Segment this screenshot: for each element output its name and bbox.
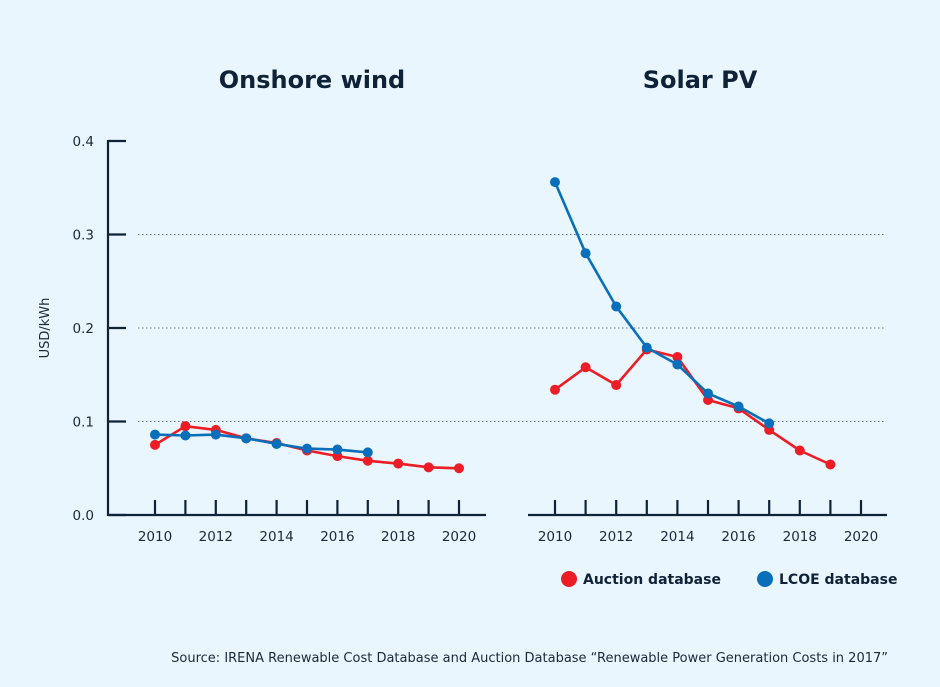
wind-lcoe-point-2015 (302, 443, 312, 454)
solar-auction-point-2011 (580, 362, 591, 373)
wind-series-line-lcoe (154, 433, 368, 454)
solar-x-tick-label-2020: 2020 (844, 529, 878, 545)
wind-auction-point-2019 (423, 462, 434, 473)
solar-auction-point-2014 (672, 351, 683, 362)
solar-x-tick-label-2016: 2016 (721, 529, 755, 545)
legend-label-auction: Auction database (583, 572, 721, 588)
legend: Auction database LCOE database (561, 571, 897, 588)
solar-lcoe-point-2012 (611, 301, 622, 312)
solar-lcoe-point-2010 (550, 177, 560, 188)
solar-x-tick-label-2010: 2010 (538, 529, 572, 545)
wind-auction-point-2020 (454, 463, 464, 474)
solar-auction-point-2010 (550, 384, 560, 395)
solar-auction-point-2012 (611, 380, 622, 391)
wind-x-tick-label-2016: 2016 (320, 529, 354, 545)
wind-lcoe-point-2016 (332, 444, 343, 455)
wind-lcoe-point-2012 (210, 429, 221, 440)
solar-lcoe-point-2013 (641, 342, 652, 353)
wind-lcoe-point-2011 (180, 430, 191, 441)
wind-auction-point-2011 (180, 421, 191, 432)
solar-lcoe-point-2014 (672, 359, 683, 370)
solar-series-line-auction (554, 348, 831, 466)
wind-x-tick-label-2018: 2018 (381, 529, 415, 545)
y-tick-label-1: 0.1 (73, 415, 94, 431)
solar-auction-point-2018 (794, 445, 805, 456)
solar-x-tick-label-2012: 2012 (599, 529, 633, 545)
grid-layer (138, 234, 886, 422)
wind-lcoe-point-2017 (362, 447, 373, 458)
series-layer (150, 177, 836, 474)
legend-marker-lcoe (757, 571, 773, 587)
solar-pv-title: Solar PV (643, 66, 758, 94)
onshore-wind-title: Onshore wind (219, 66, 405, 94)
wind-auction-point-2018 (393, 458, 404, 469)
wind-auction-point-2010 (150, 439, 160, 450)
wind-x-tick-label-2010: 2010 (138, 529, 172, 545)
solar-auction-point-2019 (825, 459, 836, 470)
wind-x-tick-label-2012: 2012 (199, 529, 233, 545)
solar-lcoe-point-2015 (703, 388, 713, 399)
legend-marker-auction (561, 571, 577, 587)
y-axis-label: USD/kWh (38, 298, 53, 359)
solar-x-tick-label-2018: 2018 (783, 529, 817, 545)
y-tick-label-2: 0.2 (73, 321, 94, 337)
source-note: Source: IRENA Renewable Cost Database an… (171, 651, 888, 666)
legend-label-lcoe: LCOE database (779, 572, 897, 588)
y-tick-label-3: 0.3 (73, 228, 94, 244)
axis-layer: 0.0 0.1 0.2 0.3 0.4 2010 2012 2014 2016 2018 2020 2… (73, 134, 887, 545)
solar-series-line-lcoe (553, 181, 770, 425)
solar-lcoe-point-2017 (764, 418, 775, 429)
solar-lcoe-point-2016 (733, 401, 744, 412)
wind-x-tick-label-2014: 2014 (259, 529, 293, 545)
solar-lcoe-point-2011 (580, 248, 591, 259)
wind-lcoe-point-2013 (241, 433, 252, 444)
wind-lcoe-point-2010 (150, 429, 160, 440)
y-tick-label-4: 0.4 (73, 134, 94, 150)
y-tick-label-0: 0.0 (73, 508, 94, 524)
wind-x-tick-label-2020: 2020 (442, 529, 476, 545)
wind-auction-point-2017 (362, 455, 373, 466)
solar-x-tick-label-2014: 2014 (660, 529, 694, 545)
wind-lcoe-point-2014 (271, 438, 282, 449)
